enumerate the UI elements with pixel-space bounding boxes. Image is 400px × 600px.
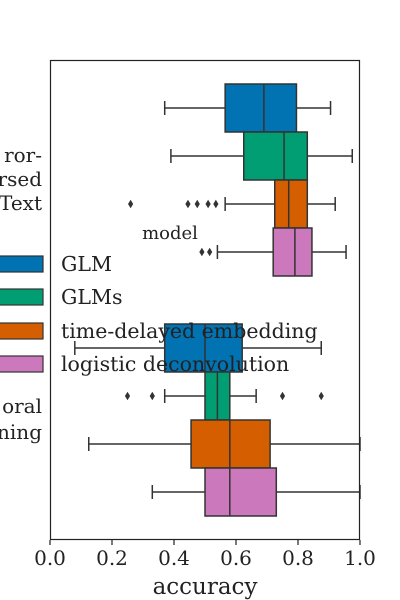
legend-label: logistic deconvolution: [61, 352, 289, 376]
y-tick-label: rsed: [0, 167, 42, 191]
outlier-point: [199, 247, 205, 257]
outlier-point: [194, 199, 200, 209]
box-iqr: [204, 467, 278, 517]
x-tick-label: 1.0: [344, 546, 376, 570]
outlier-point: [213, 199, 219, 209]
legend-title: model: [142, 223, 198, 244]
plot-area-frame: [49, 59, 361, 541]
outlier-point: [318, 391, 324, 401]
legend-swatch: [0, 255, 44, 273]
legend-label: GLMs: [61, 285, 123, 309]
x-axis-label: accuracy: [153, 574, 258, 600]
y-tick-label: oral: [2, 394, 42, 418]
box-2-logistic-deconvolution: [151, 467, 361, 517]
box-iqr: [243, 131, 309, 181]
outlier-point: [279, 391, 286, 401]
outlier-point: [205, 199, 211, 209]
x-tick-label: 0.6: [220, 546, 252, 570]
box-iqr: [190, 419, 271, 469]
x-tick-label: 0.2: [96, 546, 128, 570]
box-2-glms: [124, 371, 324, 421]
outlier-point: [124, 391, 131, 401]
legend-swatch: [0, 322, 44, 340]
y-tick-label: ror-: [4, 143, 42, 167]
box-1-time-delayed-embedding: [128, 179, 336, 229]
box-iqr: [163, 323, 243, 373]
box-1-logistic-deconvolution: [199, 227, 347, 277]
outlier-point: [149, 391, 155, 401]
box-iqr: [274, 179, 309, 229]
box-2-time-delayed-embedding: [88, 419, 361, 469]
outlier-point: [128, 199, 134, 209]
legend: model GLM GLMs time-delayed embedding logist…: [0, 223, 318, 376]
box-1-glms: [170, 131, 353, 181]
box-iqr: [272, 227, 313, 277]
legend-swatch: [0, 355, 44, 373]
x-tick-label: 0.0: [34, 546, 66, 570]
outlier-point: [207, 247, 213, 257]
y-tick-label: Text: [0, 191, 42, 215]
box-iqr: [224, 83, 298, 133]
legend-swatch: [0, 288, 44, 306]
legend-label: GLM: [61, 252, 112, 276]
y-tick-label: ning: [0, 420, 42, 444]
x-tick-label: 0.4: [158, 546, 190, 570]
outlier-point: [185, 199, 191, 209]
box-2-glm: [74, 323, 322, 373]
x-tick-label: 0.8: [282, 546, 314, 570]
box-1-glm: [163, 83, 332, 133]
legend-label: time-delayed embedding: [61, 319, 318, 343]
